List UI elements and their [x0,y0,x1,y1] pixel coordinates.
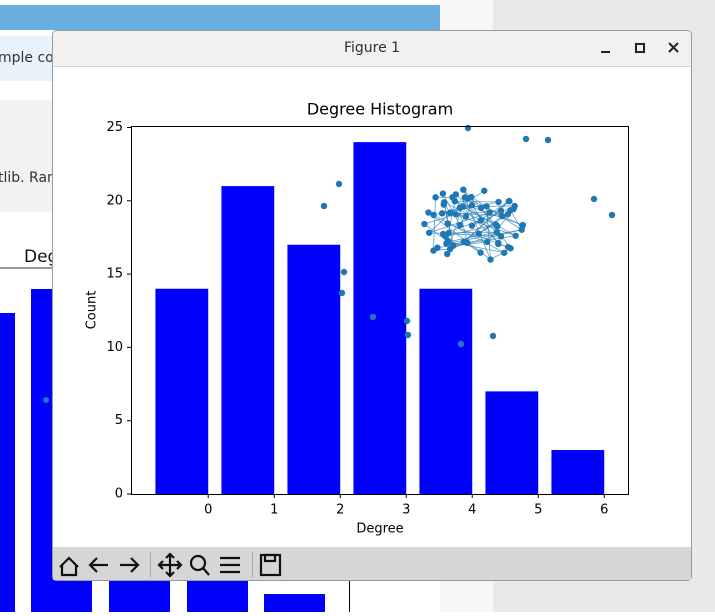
graph-node [476,231,482,237]
x-tick-label: 1 [270,503,278,518]
graph-node [321,203,327,209]
header-bar [0,5,440,30]
bg-text: tlib. Ran [0,170,56,186]
graph-node [370,314,376,320]
graph-node [453,191,459,197]
bg-bar [109,580,170,612]
graph-node [486,209,492,215]
graph-node [457,205,463,211]
x-tick-label: 3 [402,503,410,518]
bar [485,391,538,494]
graph-node [478,217,484,223]
bar [221,186,274,494]
graph-node [507,245,513,251]
graph-node [512,233,518,239]
graph-node [545,137,551,143]
graph-node [405,332,411,338]
y-tick-label: 25 [106,120,123,135]
graph-node [469,202,475,208]
x-tick-label: 5 [534,503,542,518]
graph-node [443,233,449,239]
graph-node [430,247,436,253]
graph-node [447,210,453,216]
bar [353,142,406,494]
x-tick-label: 6 [600,503,608,518]
graph-node [494,223,500,229]
graph-node [483,203,489,209]
bg-text: mple co [0,50,54,66]
x-axis-label: Degree [356,522,403,537]
toolbar [53,547,691,580]
graph-node [519,227,525,233]
graph-node [460,186,466,192]
y-tick-label: 20 [106,193,123,208]
graph-node [501,250,507,256]
bg-bar [0,313,15,612]
graph-node [511,203,517,209]
graph-node [443,240,449,246]
window-title: Figure 1 [344,40,400,56]
graph-node [452,198,458,204]
text-box [0,100,60,212]
y-axis-label: Count [85,291,100,330]
bar [551,450,604,494]
graph-node [463,213,469,219]
graph-node [440,190,446,196]
chart-title: Degree Histogram [307,100,453,119]
graph-node [445,220,451,226]
graph-node [425,209,431,215]
graph-node [591,196,597,202]
graph-node [465,125,471,131]
bar [287,245,340,494]
graph-node [450,243,456,249]
graph-node [336,181,342,187]
graph-node [464,240,470,246]
graph-node [495,199,501,205]
graph-node [498,208,504,214]
bg-bar [187,580,248,612]
graph-node [453,211,459,217]
bg-node [43,397,49,403]
graph-node [609,212,615,218]
graph-node [465,195,471,201]
graph-node [339,290,345,296]
graph-node [341,269,347,275]
graph-node [478,205,484,211]
bar [155,289,208,494]
graph-node [457,222,463,228]
graph-node [498,233,504,239]
graph-node [477,249,483,255]
graph-node [481,188,487,194]
y-tick-label: 10 [106,340,123,355]
x-tick-label: 2 [336,503,344,518]
y-tick-label: 0 [115,487,123,502]
graph-node [505,211,511,217]
graph-node [506,198,512,204]
graph-node [487,256,493,262]
graph-node [421,221,427,227]
bg-bar [264,594,325,612]
graph-node [523,136,529,142]
graph-node [499,213,505,219]
graph-node [441,201,447,207]
y-tick-label: 5 [115,413,123,428]
graph-node [490,333,496,339]
bar [419,289,472,494]
graph-node [469,222,475,228]
graph-node [484,239,490,245]
graph-node [404,318,410,324]
graph-node [439,210,445,216]
x-tick-label: 0 [204,503,212,518]
graph-node [495,240,501,246]
x-tick-label: 4 [468,503,476,518]
graph-node [458,341,464,347]
graph-node [432,194,438,200]
graph-node [426,230,432,236]
y-tick-label: 15 [106,267,123,282]
